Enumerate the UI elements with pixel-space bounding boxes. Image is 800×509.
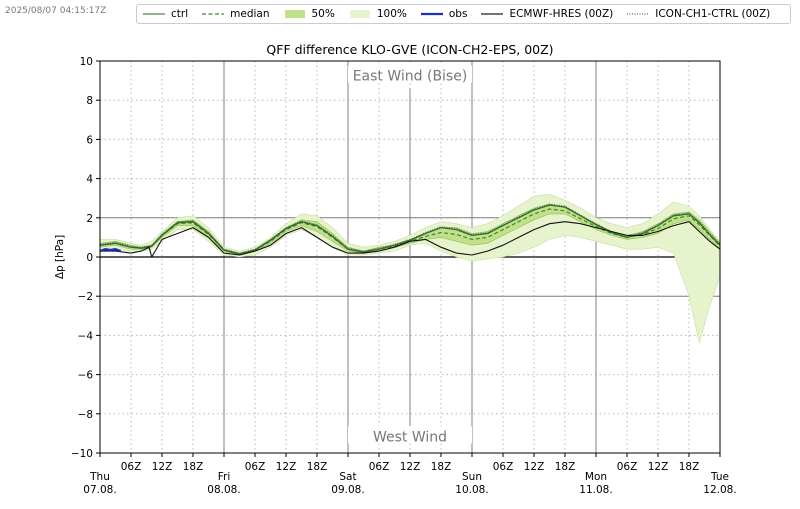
x-tick-label: 18Z [307,461,328,473]
legend-label: median [230,8,270,20]
legend-label: 100% [376,8,407,20]
tick-layer: −10 −8 −6 −4 −2 0 2 4 6 8 10 06Z 12Z 18Z 06Z 12Z 18Z 06Z 1… [71,56,737,496]
y-tick-label: 4 [86,174,93,186]
x-tick-label: 06Z [493,461,514,473]
x-tick-label: 18Z [431,461,452,473]
y-tick-label: 0 [86,252,93,264]
x-tick-label: 18Z [183,461,204,473]
series-line-icon-ch1-ctrl-00z- [99,203,721,254]
chart-title: QFF difference KLO-GVE (ICON-CH2-EPS, 00… [266,42,553,57]
x-tick-label: 12Z [524,461,545,473]
annotation-background [348,65,472,83]
x-date-label: 07.08. [83,484,116,496]
y-tick-label: −8 [78,409,93,421]
legend-swatch [481,13,504,15]
x-tick-label: 06Z [245,461,266,473]
x-date-label: 12.08. [703,484,736,496]
y-tick-label: 2 [86,213,93,225]
x-day-label: Thu [89,471,110,483]
x-date-label: 10.08. [455,484,488,496]
y-tick-label: 10 [80,56,93,68]
legend-swatch [143,13,165,15]
series-line-ctrl [99,204,721,255]
legend: ctrl median 50% 100% obs ECMWF-HRES (00Z) ICON… [136,4,791,24]
x-tick-label: 12Z [152,461,173,473]
y-tick-label: −10 [71,448,93,460]
legend-item-median: median [202,8,270,20]
legend-swatch [420,12,443,16]
y-tick-label: −4 [78,330,94,342]
x-tick-label: 18Z [555,461,576,473]
legend-label: obs [448,8,468,20]
y-tick-label: −2 [78,291,93,303]
x-day-label: Sun [462,471,482,483]
legend-swatch [202,13,225,15]
x-day-label: Fri [218,471,231,483]
x-date-label: 11.08. [579,484,612,496]
x-tick-label: 06Z [369,461,390,473]
legend-label: ICON-CH1-CTRL (00Z) [655,8,771,20]
y-tick-label: 6 [86,134,93,146]
legend-label: ctrl [171,8,189,20]
series-line-ecmwf-hres-00z- [100,221,721,258]
x-day-label: Tue [710,471,729,483]
legend-item-ich1: ICON-CH1-CTRL (00Z) [627,8,770,20]
series-line-obs [99,248,122,253]
x-tick-label: 12Z [400,461,421,473]
legend-item-ecmwf: ECMWF-HRES (00Z) [481,8,613,20]
legend-item-p50: 50% [284,8,335,20]
annotation-label: West Wind [373,429,447,445]
line-layer [99,203,721,258]
x-tick-label: 12Z [648,461,669,473]
x-tick-label: 18Z [679,461,700,473]
annotation-layer: East Wind (Bise) West Wind [348,65,472,445]
legend-item-ctrl: ctrl [143,8,188,20]
x-day-label: Mon [585,471,607,483]
x-tick-label: 06Z [121,461,142,473]
x-date-label: 08.08. [207,484,240,496]
x-tick-label: 06Z [617,461,638,473]
y-tick-label: 8 [86,95,93,107]
grid-layer [100,61,720,453]
legend-swatch [284,10,305,18]
x-tick-label: 12Z [276,461,297,473]
y-tick-label: −6 [78,370,94,382]
y-axis-label: Δp [hPa] [54,235,66,279]
timestamp: 2025/08/07 04:15:17Z [5,6,107,16]
legend-label: 50% [311,8,335,20]
x-day-label: Sat [339,471,356,483]
annotation-background [348,426,472,444]
legend-label: ECMWF-HRES (00Z) [509,8,614,20]
legend-swatch [627,13,650,15]
legend-swatch [349,10,370,18]
legend-item-p100: 100% [349,8,407,20]
x-date-label: 09.08. [331,484,364,496]
legend-item-obs: obs [420,8,468,20]
annotation-label: East Wind (Bise) [353,69,468,85]
